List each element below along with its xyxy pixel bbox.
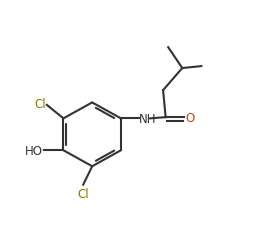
Text: NH: NH [139, 112, 157, 125]
Text: HO: HO [25, 144, 43, 157]
Text: Cl: Cl [78, 187, 89, 200]
Text: O: O [185, 111, 194, 124]
Text: Cl: Cl [34, 98, 45, 111]
